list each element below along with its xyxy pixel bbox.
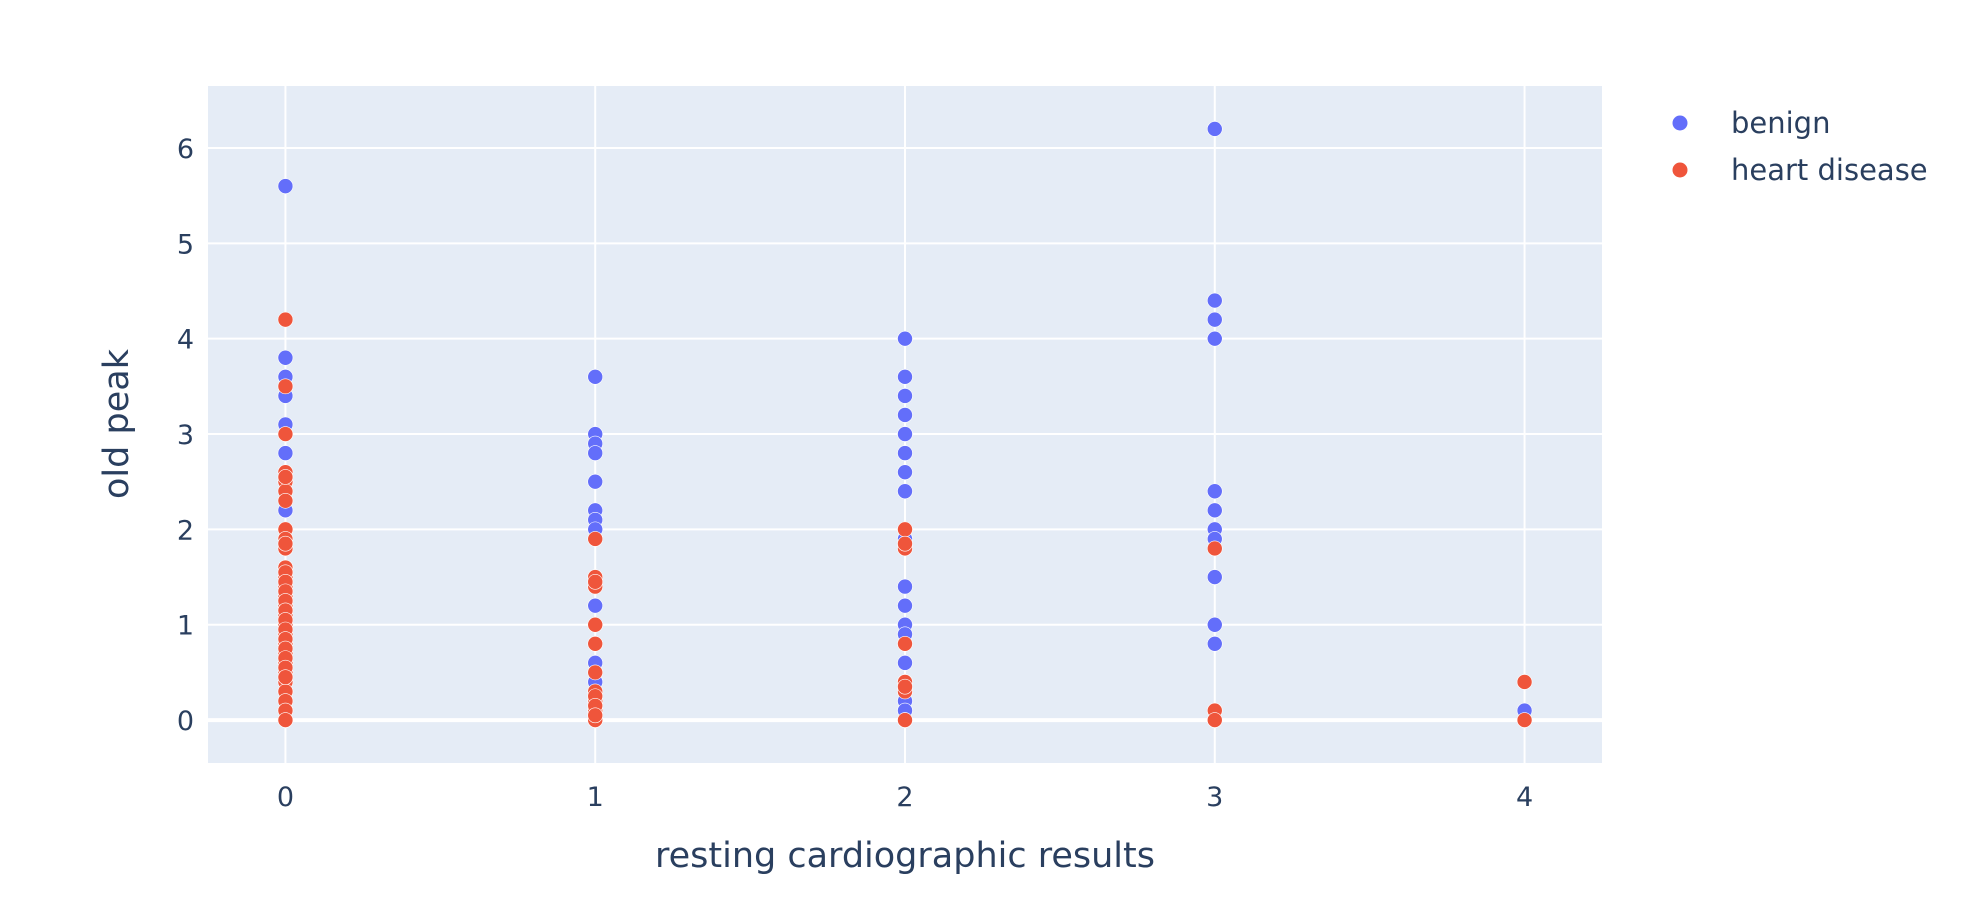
y-tick-label: 5 [177, 229, 194, 260]
scatter-point[interactable] [897, 578, 913, 595]
scatter-point[interactable] [1206, 330, 1223, 347]
scatter-point[interactable] [897, 597, 913, 614]
y-tick-label: 1 [177, 611, 194, 642]
scatter-point[interactable] [1516, 674, 1533, 690]
x-tick-label: 3 [1206, 782, 1223, 813]
legend-label: benign [1731, 106, 1830, 140]
scatter-point[interactable] [1206, 712, 1223, 728]
scatter-point[interactable] [897, 655, 913, 671]
scatter-point[interactable] [897, 388, 913, 404]
scatter-point[interactable] [897, 712, 913, 728]
scatter-point[interactable] [1206, 483, 1223, 500]
scatter-point[interactable] [277, 469, 294, 485]
scatter-point[interactable] [587, 531, 604, 547]
scatter-point[interactable] [1206, 292, 1223, 309]
scatter-point[interactable] [277, 712, 294, 728]
scatter-point[interactable] [1206, 636, 1223, 652]
scatter-point[interactable] [1516, 712, 1533, 728]
scatter-point[interactable] [277, 311, 294, 328]
y-axis-title: old peak [97, 348, 137, 499]
scatter-point[interactable] [587, 597, 604, 614]
scatter-point[interactable] [587, 616, 604, 633]
scatter-point[interactable] [897, 445, 913, 461]
scatter-point[interactable] [277, 492, 294, 509]
x-tick-label: 1 [587, 782, 604, 813]
x-axis-title: resting cardiographic results [655, 836, 1155, 876]
scatter-point[interactable] [587, 473, 604, 490]
x-tick-label: 2 [896, 782, 913, 813]
y-tick-label: 6 [177, 134, 194, 165]
legend-marker [1672, 162, 1688, 178]
scatter-point[interactable] [587, 636, 604, 652]
scatter-point[interactable] [897, 521, 913, 538]
scatter-point[interactable] [587, 707, 604, 724]
scatter-point[interactable] [1206, 616, 1223, 633]
scatter-point[interactable] [897, 426, 913, 442]
y-tick-label: 2 [177, 515, 194, 546]
x-tick-label: 4 [1516, 782, 1533, 813]
scatter-point[interactable] [897, 535, 913, 552]
scatter-point[interactable] [1206, 502, 1223, 519]
scatter-point[interactable] [277, 378, 294, 395]
scatter-point[interactable] [587, 445, 604, 461]
scatter-point[interactable] [897, 464, 913, 480]
scatter-point[interactable] [897, 636, 913, 652]
scatter-point[interactable] [1206, 311, 1223, 328]
legend-label: heart disease [1731, 153, 1928, 187]
legend-item[interactable]: heart disease [1672, 153, 1928, 187]
scatter-point[interactable] [1206, 121, 1223, 137]
scatter-point[interactable] [277, 178, 294, 194]
scatter-point[interactable] [277, 445, 294, 461]
scatter-point[interactable] [897, 483, 913, 500]
scatter-point[interactable] [277, 349, 294, 366]
data-points [277, 121, 1533, 728]
y-tick-label: 0 [177, 706, 194, 737]
legend-marker [1672, 115, 1688, 131]
scatter-point[interactable] [587, 664, 604, 681]
scatter-point[interactable] [587, 369, 604, 385]
scatter-point[interactable] [277, 669, 294, 685]
legend-item[interactable]: benign [1672, 106, 1831, 140]
scatter-point[interactable] [1206, 569, 1223, 585]
scatter-point[interactable] [587, 574, 604, 590]
series-heart-disease [277, 311, 1533, 728]
scatter-point[interactable] [897, 407, 913, 423]
axis-ticks: 0 1 2 3 4 0 1 2 3 4 5 6 [177, 134, 1533, 813]
scatter-point[interactable] [277, 535, 294, 552]
x-tick-label: 0 [277, 782, 294, 813]
scatter-point[interactable] [897, 330, 913, 347]
y-tick-label: 3 [177, 420, 194, 451]
scatter-point[interactable] [1206, 540, 1223, 557]
scatter-point[interactable] [897, 678, 913, 695]
legend[interactable]: benign heart disease [1672, 106, 1928, 187]
scatter-point[interactable] [897, 369, 913, 385]
scatter-point[interactable] [277, 426, 294, 442]
y-tick-label: 4 [177, 325, 194, 356]
